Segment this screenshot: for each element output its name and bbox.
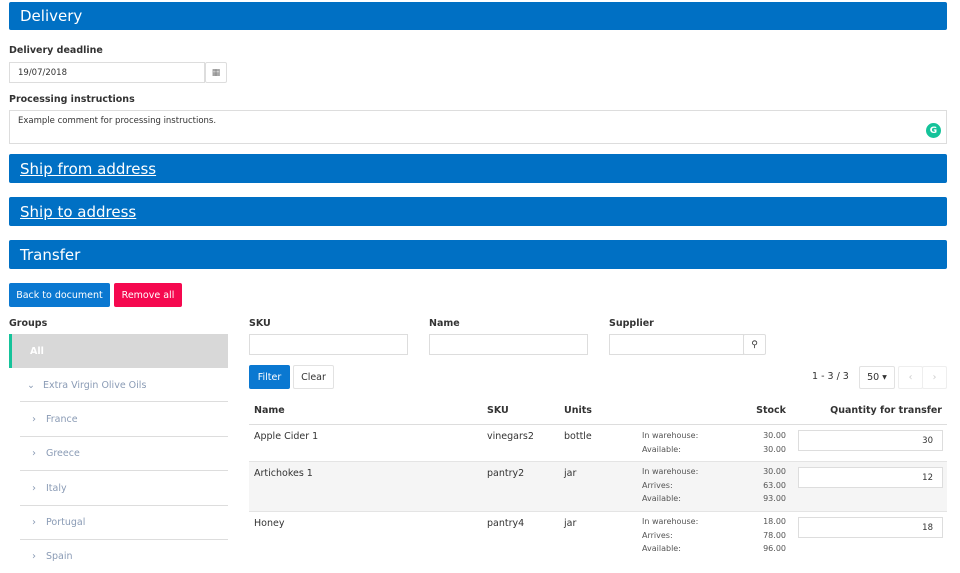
back-to-document-button[interactable]: Back to document [9,283,110,307]
delivery-deadline-label: Delivery deadline [9,45,103,56]
group-italy[interactable]: › Italy [20,470,228,505]
column-header-name: Name [254,405,285,416]
product-units: jar [564,518,577,529]
chevron-right-icon: › [32,517,36,528]
stock-labels: In warehouse: Arrives: Available: [642,517,699,553]
previous-page-button[interactable]: ‹ [898,366,923,389]
product-sku: vinegars2 [487,431,534,442]
processing-instructions-textarea[interactable]: Example comment for processing instructi… [9,110,947,144]
ship-from-link[interactable]: Ship from address [20,159,157,178]
group-spain[interactable]: › Spain [20,539,228,573]
supplier-filter-label: Supplier [609,318,654,329]
stock-labels: In warehouse: Arrives: Available: [642,467,699,503]
section-ship-to-header[interactable]: Ship to address [9,197,947,226]
quantity-input[interactable]: 30 [798,430,943,451]
group-label: Greece [46,448,80,459]
groups-label: Groups [9,318,48,329]
group-label: Italy [46,482,67,494]
quantity-input[interactable]: 12 [798,467,943,488]
group-label: Portugal [46,517,86,528]
processing-instructions-label: Processing instructions [9,94,135,105]
section-title: Transfer [20,245,81,264]
product-sku: pantry4 [487,518,525,529]
group-label: France [46,413,78,425]
grammarly-icon[interactable]: G [926,123,941,138]
product-units: jar [564,468,577,479]
calendar-icon[interactable]: ▦ [205,62,227,83]
stock-values: 30.00 63.00 93.00 [763,467,786,503]
table-row: Artichokes 1 pantry2 jar In warehouse: A… [249,462,947,512]
section-delivery-header: Delivery [9,2,947,30]
product-sku: pantry2 [487,468,525,479]
clear-button[interactable]: Clear [293,365,334,389]
stock-values: 18.00 78.00 96.00 [763,517,786,553]
group-label: Spain [46,551,73,562]
next-page-button[interactable]: › [922,366,947,389]
group-extra-virgin-olive-oils[interactable]: ⌄ Extra Virgin Olive Oils [9,368,228,402]
name-filter-input[interactable] [429,334,588,355]
stock-values: 30.00 30.00 [763,431,786,454]
per-page-value: 50 [867,372,880,383]
chevron-right-icon: › [32,413,36,425]
chevron-right-icon: › [32,448,36,459]
stock-labels: In warehouse: Available: [642,431,699,454]
chevron-right-icon: › [32,551,36,562]
chevron-down-icon: ⌄ [27,379,35,391]
name-filter-label: Name [429,318,460,329]
product-name: Artichokes 1 [254,468,313,479]
group-greece[interactable]: › Greece [20,436,228,470]
sku-filter-label: SKU [249,318,271,329]
delivery-deadline-input[interactable]: 19/07/2018 [9,62,205,83]
product-name: Apple Cider 1 [254,431,319,442]
group-portugal[interactable]: › Portugal [20,505,228,539]
supplier-filter-input[interactable] [609,334,744,355]
column-header-stock: Stock [756,405,786,416]
table-header-divider [249,424,947,425]
group-label: Extra Virgin Olive Oils [42,379,147,391]
section-ship-from-header[interactable]: Ship from address [9,154,947,183]
column-header-quantity: Quantity for transfer [830,405,942,416]
quantity-input[interactable]: 18 [798,517,943,538]
product-units: bottle [564,431,592,442]
group-france[interactable]: › France [20,401,228,436]
caret-down-icon: ▼ [882,374,887,381]
section-title: Delivery [20,7,83,25]
filter-button[interactable]: Filter [249,365,290,389]
remove-all-button[interactable]: Remove all [114,283,182,307]
pagination-range: 1 - 3 / 3 [812,371,849,382]
table-row: Apple Cider 1 vinegars2 bottle In wareho… [249,425,947,462]
sku-filter-input[interactable] [249,334,408,355]
section-transfer-header: Transfer [9,240,947,269]
column-header-sku: SKU [487,405,509,416]
product-name: Honey [254,518,285,529]
table-row: Honey pantry4 jar In warehouse: Arrives:… [249,512,947,562]
ship-to-link[interactable]: Ship to address [20,202,137,221]
group-all[interactable]: All [9,334,228,368]
chevron-right-icon: › [32,482,36,494]
column-header-units: Units [564,405,592,416]
per-page-dropdown[interactable]: 50 ▼ [859,366,895,389]
search-icon[interactable]: ⚲ [743,334,766,355]
